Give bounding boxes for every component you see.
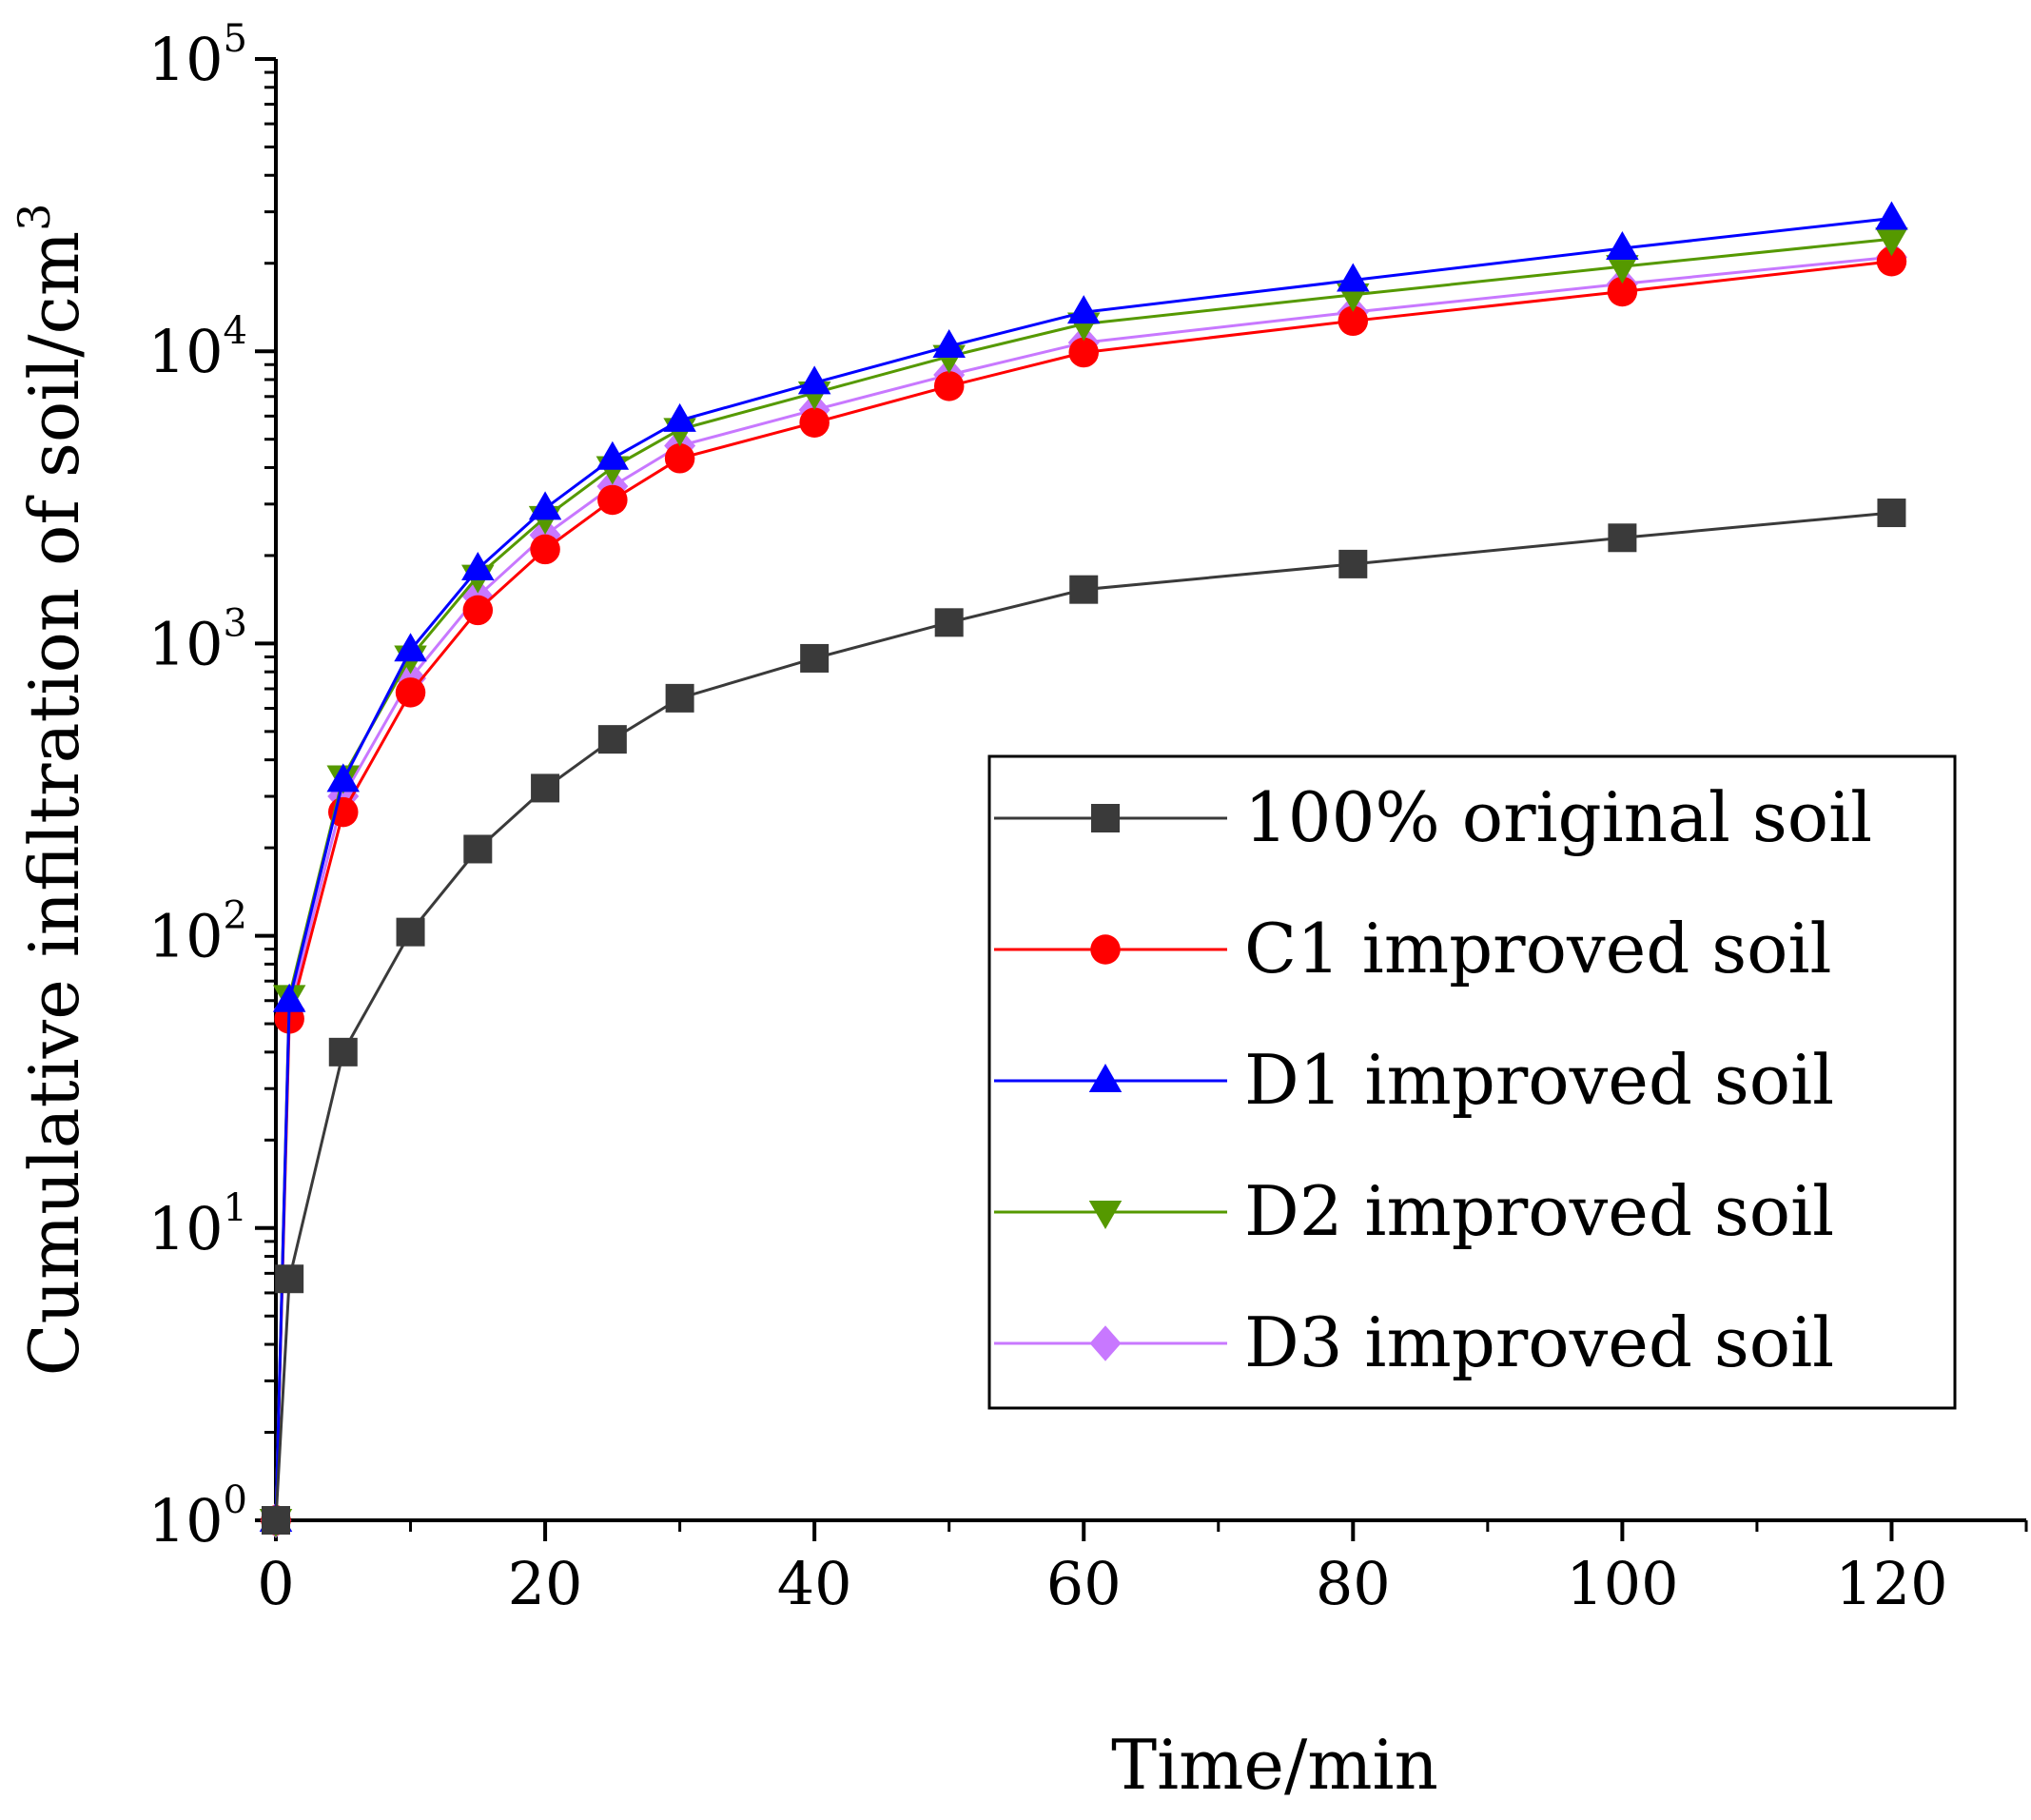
data-point: [934, 608, 964, 637]
data-point: [800, 643, 830, 673]
data-point: [275, 1264, 304, 1294]
legend-label: C1 improved soil: [1244, 909, 1832, 988]
data-point: [1606, 255, 1639, 284]
y-tick-label: 103: [148, 601, 247, 678]
legend-item: D1 improved soil: [994, 1040, 1834, 1120]
x-tick-label: 100: [1566, 1549, 1678, 1618]
data-point: [396, 917, 425, 947]
series-line: [274, 511, 1892, 1521]
y-tick-label: 102: [148, 894, 247, 971]
data-point: [664, 443, 695, 474]
data-point: [272, 983, 306, 1012]
y-tick-label: 100: [148, 1478, 247, 1556]
y-tick-label: 101: [148, 1186, 247, 1263]
data-point: [1875, 201, 1908, 230]
data-point: [462, 595, 494, 626]
data-point: [395, 677, 426, 708]
data-point: [932, 328, 966, 358]
data-point: [528, 491, 562, 520]
x-tick-label: 40: [777, 1549, 852, 1618]
data-point: [1607, 276, 1638, 307]
data-point: [597, 484, 628, 516]
legend-label: D1 improved soil: [1244, 1040, 1834, 1120]
data-point: [933, 371, 965, 401]
series-line: [274, 216, 1892, 1521]
data-point: [799, 407, 830, 438]
data-point: [1877, 499, 1906, 528]
data-point: [596, 440, 630, 470]
data-point: [1876, 245, 1907, 277]
legend-marker: [1091, 804, 1120, 832]
legend-item: D3 improved soil: [994, 1302, 1834, 1382]
x-tick-label: 120: [1835, 1549, 1947, 1618]
legend-item: C1 improved soil: [994, 909, 1832, 988]
x-tick-label: 80: [1316, 1549, 1391, 1618]
data-point: [1068, 337, 1099, 368]
data-point: [530, 534, 560, 565]
y-axis-title: Cumulative infiltration of soil/cm3: [9, 204, 94, 1377]
data-point: [797, 365, 831, 395]
data-point: [394, 633, 427, 662]
data-point: [1608, 523, 1637, 553]
legend-label: D3 improved soil: [1244, 1302, 1834, 1382]
legend-label: D2 improved soil: [1244, 1171, 1834, 1251]
data-point: [1606, 231, 1639, 261]
axes: 0 20 40 60 80 100 120 100 101 102 103 104 105 Time/mi…: [9, 17, 2028, 1805]
legend-item: D2 improved soil: [994, 1171, 1834, 1251]
series-3: [259, 201, 1908, 1532]
data-point: [262, 1506, 290, 1535]
x-tick-label: 0: [257, 1549, 294, 1618]
x-axis-title: Time/min: [1111, 1725, 1438, 1805]
series-line: [274, 260, 1892, 1521]
data-point: [328, 1037, 358, 1067]
data-point: [1338, 549, 1368, 578]
data-point: [665, 683, 694, 713]
series-line: [274, 255, 1892, 1521]
y-tick-label: 105: [148, 17, 247, 94]
data-point: [463, 834, 493, 864]
legend-marker: [1089, 1325, 1122, 1361]
data-point: [461, 551, 495, 580]
legend-item: 100% original soil: [994, 777, 1872, 857]
legend-marker: [1088, 1064, 1123, 1092]
legend: 100% original soil C1 improved soil D1 imp…: [987, 754, 1957, 1410]
series-layer: [259, 201, 1908, 1538]
data-point: [1337, 263, 1370, 292]
y-tick-label: 104: [148, 309, 247, 386]
x-tick-label: 20: [508, 1549, 583, 1618]
legend-marker: [1088, 1201, 1123, 1229]
series-1: [262, 499, 1906, 1535]
series-2: [261, 245, 1907, 1536]
legend-marker: [1090, 934, 1121, 965]
data-point: [326, 763, 361, 793]
data-point: [1066, 295, 1101, 324]
x-tick-label: 60: [1046, 1549, 1122, 1618]
data-point: [1069, 575, 1099, 604]
data-point: [1338, 305, 1369, 337]
data-point: [1875, 227, 1908, 257]
data-point: [663, 402, 696, 432]
data-point: [531, 773, 560, 803]
legend-label: 100% original soil: [1244, 777, 1872, 857]
data-point: [597, 725, 627, 754]
